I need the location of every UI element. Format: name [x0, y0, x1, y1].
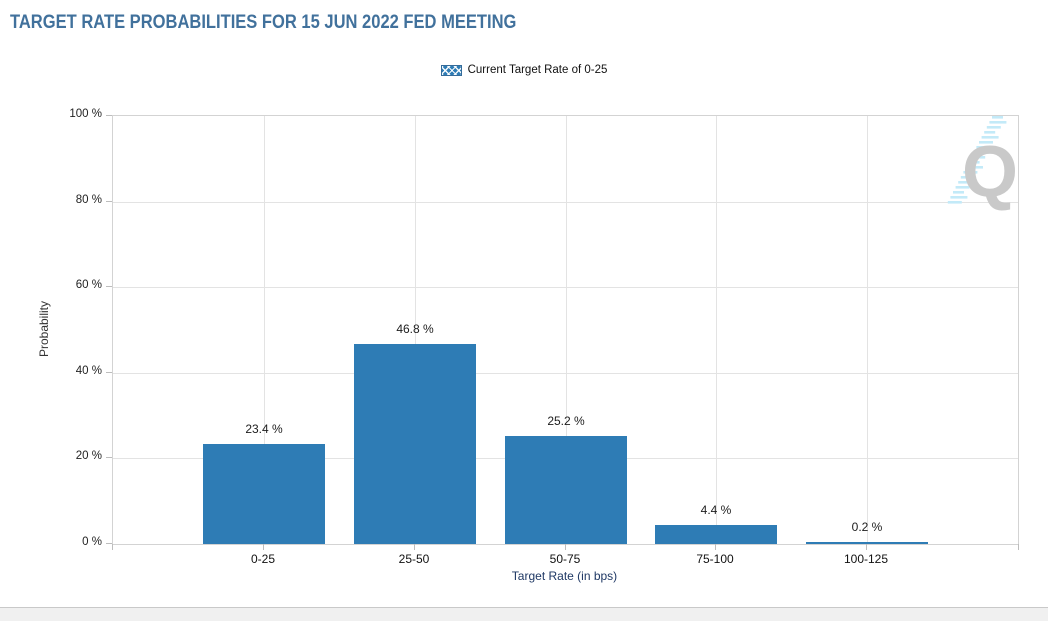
y-gridline: [113, 373, 1018, 374]
x-tick-label: 100-125: [843, 552, 889, 566]
x-gridline: [867, 116, 868, 544]
x-axis-tick: [414, 544, 415, 550]
y-axis-tick: [106, 543, 112, 544]
x-gridline: [566, 116, 567, 544]
y-tick-label: 20 %: [75, 450, 102, 462]
x-axis-title: Target Rate (in bps): [511, 569, 618, 583]
bar-value-label: 23.4 %: [245, 422, 283, 436]
y-axis-tick: [106, 201, 112, 202]
x-gridline: [264, 116, 265, 544]
bar-25-50: [354, 344, 476, 544]
y-gridline: [113, 287, 1018, 288]
y-axis-tick: [106, 286, 112, 287]
y-axis-tick: [106, 115, 112, 116]
bar-50-75: [505, 436, 627, 544]
y-tick-label: 40 %: [75, 365, 102, 377]
x-axis-tick: [263, 544, 264, 550]
y-tick-label: 0 %: [82, 536, 102, 548]
bar-value-label: 25.2 %: [547, 414, 585, 428]
x-tick-label: 0-25: [250, 552, 276, 566]
bar-0-25: [203, 444, 325, 544]
x-axis-tick: [565, 544, 566, 550]
y-tick-label: 60 %: [75, 279, 102, 291]
legend-label: Current Target Rate of 0-25: [467, 64, 608, 76]
y-axis-tick: [106, 372, 112, 373]
x-axis-tick: [866, 544, 867, 550]
x-gridline: [716, 116, 717, 544]
x-tick-label: 50-75: [549, 552, 581, 566]
chart-legend: Current Target Rate of 0-25: [0, 62, 1048, 78]
bar-100-125: [806, 542, 928, 544]
y-axis-title: Probability: [37, 300, 51, 358]
y-tick-label: 80 %: [75, 194, 102, 206]
footer-strip: [0, 608, 1048, 621]
bar-value-label: 46.8 %: [396, 322, 434, 336]
bar-value-label: 0.2 %: [851, 520, 883, 534]
y-axis-tick: [106, 457, 112, 458]
bar-value-label: 4.4 %: [700, 503, 732, 517]
y-gridline: [113, 202, 1018, 203]
axis-end-tick: [1018, 544, 1019, 550]
x-tick-label: 25-50: [398, 552, 430, 566]
x-tick-label: 75-100: [696, 552, 734, 566]
y-tick-label: 100 %: [69, 108, 102, 120]
x-gridline: [415, 116, 416, 544]
bottom-divider: [0, 607, 1048, 608]
plot-area: 23.4 % 46.8 % 25.2 % 4.4 % 0.2 %: [112, 115, 1019, 545]
axis-end-tick: [112, 544, 113, 550]
x-axis-tick: [715, 544, 716, 550]
bar-75-100: [655, 525, 777, 544]
legend-hatched-swatch: [440, 64, 462, 76]
chart-title: TARGET RATE PROBABILITIES FOR 15 JUN 202…: [10, 12, 517, 33]
